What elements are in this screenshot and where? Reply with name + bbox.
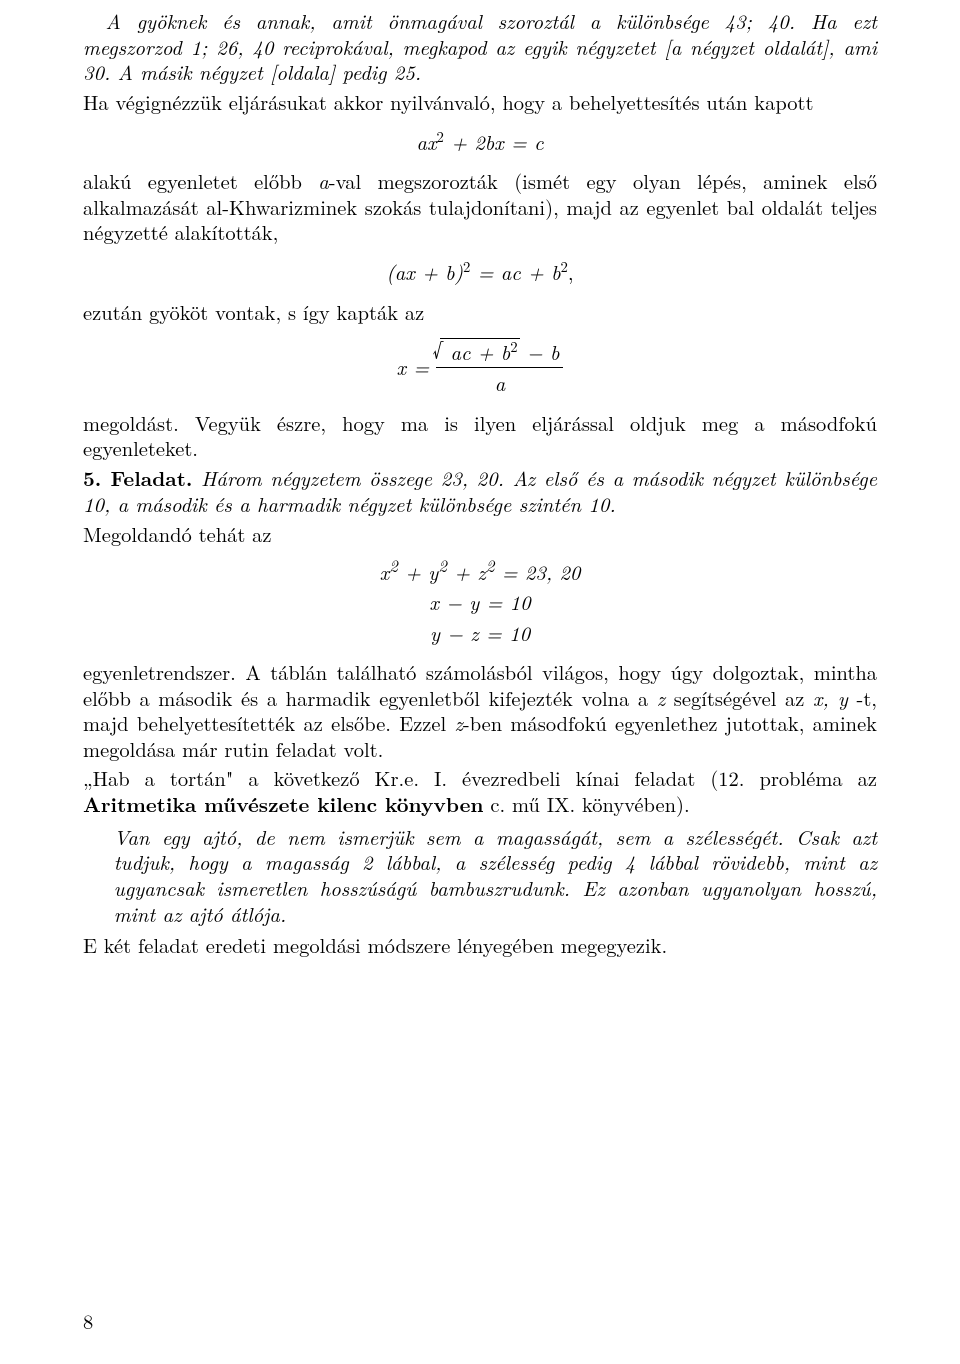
- text: c. mű IX. könyvében).: [484, 789, 690, 818]
- equation-1: ax2 + 2bx = c: [83, 129, 877, 155]
- equation-3: x = ac + b2 − b a: [83, 338, 877, 395]
- text: . probléma az: [739, 763, 877, 792]
- paragraph-6: 5. Feladat. Három négyzetem összege 23, …: [83, 465, 877, 517]
- page: A gyöknek és annak, amit önmagával szoro…: [0, 0, 960, 1364]
- text: , a második és a harmadik négyzet különb…: [104, 489, 588, 518]
- value: 12: [718, 763, 739, 792]
- variable: z: [454, 708, 462, 737]
- paragraph-3: alakú egyenletet előbb a-val megszoroztá…: [83, 168, 877, 245]
- eq-text: + y: [398, 557, 438, 586]
- eq-lhs: x =: [397, 352, 437, 381]
- text: E két feladat eredeti megoldási módszere…: [83, 930, 667, 959]
- eq-text: = 23, 20: [494, 557, 580, 586]
- paragraph-8: egyenletrendszer. A táblán található szá…: [83, 659, 877, 762]
- eq-sup: 2: [436, 126, 443, 147]
- eq-text: + 2bx = c: [444, 127, 544, 156]
- equation-2: (ax + b)2 = ac + b2,: [83, 259, 877, 285]
- eq-text: ac + b: [450, 337, 510, 366]
- text: . Az első és a második négyzet különbség…: [498, 463, 877, 492]
- paragraph-2: Ha végignézzük eljárásukat akkor nyilván…: [83, 89, 877, 115]
- value: 10: [83, 489, 104, 518]
- eq-text: − b: [520, 337, 560, 366]
- eq-sup: 2: [561, 256, 568, 277]
- paragraph-7: Megoldandó tehát az: [83, 521, 877, 547]
- text: Ha végignézzük eljárásukat akkor nyilván…: [83, 87, 814, 116]
- page-number: 8: [83, 1308, 93, 1334]
- text: .: [609, 489, 615, 518]
- book-title: Aritmetika művészete kilenc könyvben: [83, 790, 484, 819]
- paragraph-4: ezután gyököt vontak, s így kapták az: [83, 299, 877, 325]
- eq-line-3: y − z = 10: [83, 618, 877, 649]
- value: 23, 20: [441, 463, 498, 492]
- text: Megoldandó tehát az: [83, 519, 272, 548]
- eq-text: + z: [447, 557, 486, 586]
- value: 30: [83, 57, 104, 86]
- eq-denominator: a: [436, 368, 563, 396]
- eq-line-2: x − y = 10: [83, 587, 877, 618]
- equation-system: x2 + y2 + z2 = 23, 20 x − y = 10 y − z =…: [83, 557, 877, 649]
- eq-sup: 2: [438, 553, 447, 577]
- eq-text: x: [380, 557, 390, 586]
- eq-sqrt: ac + b2: [440, 338, 519, 365]
- eq-text: ax: [416, 127, 436, 156]
- eq-numerator: ac + b2 − b: [436, 338, 563, 368]
- paragraph-10: E két feladat eredeti megoldási módszere…: [83, 932, 877, 958]
- eq-line-1: x2 + y2 + z2 = 23, 20: [83, 557, 877, 588]
- eq-sup: 2: [389, 553, 398, 577]
- quote-block: Van egy ajtó, de nem ismerjük sem a maga…: [114, 824, 877, 927]
- value: 10: [588, 489, 609, 518]
- eq-sup: 2: [510, 336, 517, 357]
- text: megoldást. Vegyük észre, hogy ma is ilye…: [83, 408, 877, 463]
- paragraph-1: A gyöknek és annak, amit önmagával szoro…: [83, 8, 877, 85]
- eq-text: = ac + b: [470, 257, 560, 286]
- value: 25: [394, 57, 415, 86]
- text: .: [415, 57, 421, 86]
- text: ezután gyököt vontak, s így kapták az: [83, 297, 424, 326]
- text: . A másik négyzet [oldala] pedig: [104, 57, 394, 86]
- eq-fraction: ac + b2 − b a: [436, 338, 563, 395]
- eq-text: (ax + b): [386, 257, 463, 286]
- eq-text: ,: [568, 257, 574, 286]
- text: Három négyzetem összege: [192, 463, 440, 492]
- paragraph-5: megoldást. Vegyük észre, hogy ma is ilye…: [83, 410, 877, 461]
- paragraph-9: „Hab a tortán" a következő Kr.e. I. évez…: [83, 765, 877, 817]
- quote-text: Van egy ajtó, de nem ismerjük sem a maga…: [114, 822, 877, 928]
